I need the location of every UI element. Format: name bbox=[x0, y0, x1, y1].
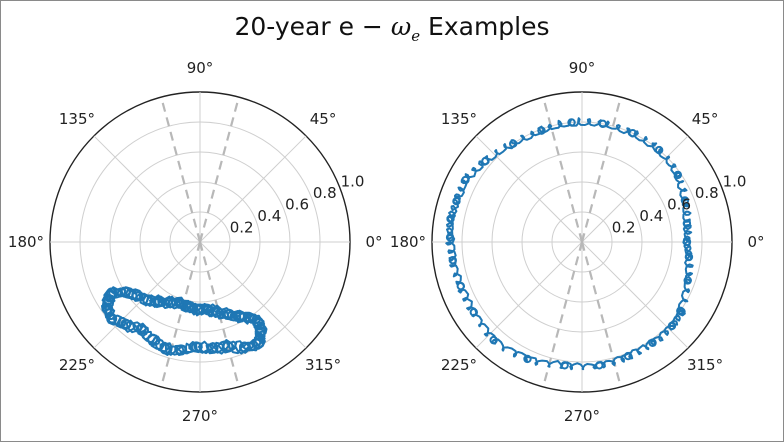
data-point bbox=[469, 308, 479, 317]
theta-tick-label: 135° bbox=[441, 110, 477, 128]
data-point bbox=[119, 286, 131, 298]
data-point bbox=[673, 170, 683, 180]
data-point bbox=[106, 313, 118, 325]
data-point bbox=[154, 296, 166, 308]
data-point bbox=[243, 311, 255, 323]
data-point bbox=[135, 323, 147, 335]
data-point bbox=[211, 306, 223, 318]
data-point bbox=[131, 289, 143, 301]
data-point bbox=[677, 307, 686, 316]
theta-tick-label: 135° bbox=[59, 110, 95, 128]
data-point bbox=[445, 233, 455, 242]
data-point bbox=[508, 139, 518, 148]
data-point bbox=[239, 341, 251, 353]
data-point bbox=[201, 303, 213, 315]
theta-grid-line bbox=[475, 241, 583, 349]
reference-line bbox=[198, 96, 240, 243]
reference-line bbox=[542, 96, 584, 243]
data-point bbox=[106, 287, 118, 299]
reference-line bbox=[580, 96, 622, 243]
r-tick-label: 1.0 bbox=[341, 173, 365, 191]
data-point bbox=[175, 344, 187, 356]
r-tick-label: 1.0 bbox=[723, 173, 747, 191]
data-point bbox=[222, 340, 234, 352]
data-point bbox=[648, 338, 657, 347]
data-point bbox=[682, 237, 692, 247]
r-tick-label: 0.4 bbox=[639, 207, 663, 225]
theta-grid-line bbox=[199, 135, 307, 243]
data-point bbox=[682, 219, 692, 228]
reference-line bbox=[160, 96, 202, 243]
data-point bbox=[254, 326, 266, 338]
theta-tick-label: 45° bbox=[692, 110, 719, 128]
theta-tick-label: 315° bbox=[305, 356, 341, 374]
data-point bbox=[628, 129, 637, 138]
theta-tick-label: 0° bbox=[747, 233, 764, 251]
r-tick-label: 0.2 bbox=[230, 219, 254, 237]
data-point bbox=[147, 333, 159, 345]
theta-tick-label: 90° bbox=[187, 59, 214, 77]
theta-grid-line bbox=[199, 241, 307, 349]
r-tick-label: 0.8 bbox=[695, 184, 719, 202]
theta-tick-label: 180° bbox=[8, 233, 44, 251]
data-point bbox=[448, 255, 457, 265]
reference-line bbox=[160, 241, 202, 388]
data-point bbox=[654, 145, 664, 155]
data-point bbox=[190, 341, 202, 353]
data-point bbox=[523, 354, 532, 364]
theta-tick-label: 225° bbox=[441, 356, 477, 374]
theta-tick-label: 180° bbox=[390, 233, 426, 251]
theta-tick-label: 225° bbox=[59, 356, 95, 374]
r-tick-label: 0.4 bbox=[257, 207, 281, 225]
theta-tick-label: 270° bbox=[182, 407, 218, 425]
data-point bbox=[452, 197, 461, 206]
data-point bbox=[489, 335, 498, 345]
theta-tick-label: 315° bbox=[687, 356, 723, 374]
data-point bbox=[142, 294, 154, 306]
data-point bbox=[598, 119, 608, 129]
theta-grid-line bbox=[475, 135, 583, 243]
polar-plot-right: 0° 45° 90° 135° 180° 225° 270° 315° 0.20.40.60.8… bbox=[390, 59, 765, 425]
theta-grid-line bbox=[93, 135, 201, 243]
figure-title: 20-year e − ωe Examples bbox=[234, 12, 550, 45]
data-point bbox=[120, 318, 132, 330]
data-point bbox=[683, 276, 692, 285]
data-point bbox=[567, 118, 576, 127]
data-point bbox=[684, 252, 694, 262]
data-point bbox=[223, 308, 235, 320]
data-point bbox=[461, 175, 470, 185]
data-point bbox=[207, 342, 219, 354]
data-point bbox=[253, 337, 264, 349]
theta-grid-line bbox=[581, 135, 689, 243]
data-point bbox=[537, 126, 546, 135]
data-point bbox=[159, 343, 171, 355]
data-point bbox=[623, 351, 633, 361]
polar-plot-left: 0° 45° 90° 135° 180° 225° 270° 315° 0.20.40.60.8… bbox=[8, 59, 383, 425]
data-point bbox=[481, 156, 490, 166]
r-tick-label: 0.6 bbox=[285, 196, 309, 214]
data-point bbox=[560, 361, 569, 370]
data-point bbox=[456, 281, 465, 291]
r-tick-label: 0.8 bbox=[313, 184, 337, 202]
data-point bbox=[446, 214, 455, 224]
r-tick-label: 0.6 bbox=[667, 196, 691, 214]
theta-tick-label: 45° bbox=[310, 110, 337, 128]
theta-tick-label: 0° bbox=[365, 233, 382, 251]
theta-tick-label: 270° bbox=[564, 407, 600, 425]
theta-grid-line bbox=[581, 241, 689, 349]
data-point bbox=[667, 321, 677, 331]
data-point bbox=[595, 361, 604, 370]
r-tick-label: 0.2 bbox=[612, 219, 636, 237]
data-point bbox=[680, 196, 690, 205]
theta-tick-label: 90° bbox=[569, 59, 596, 77]
